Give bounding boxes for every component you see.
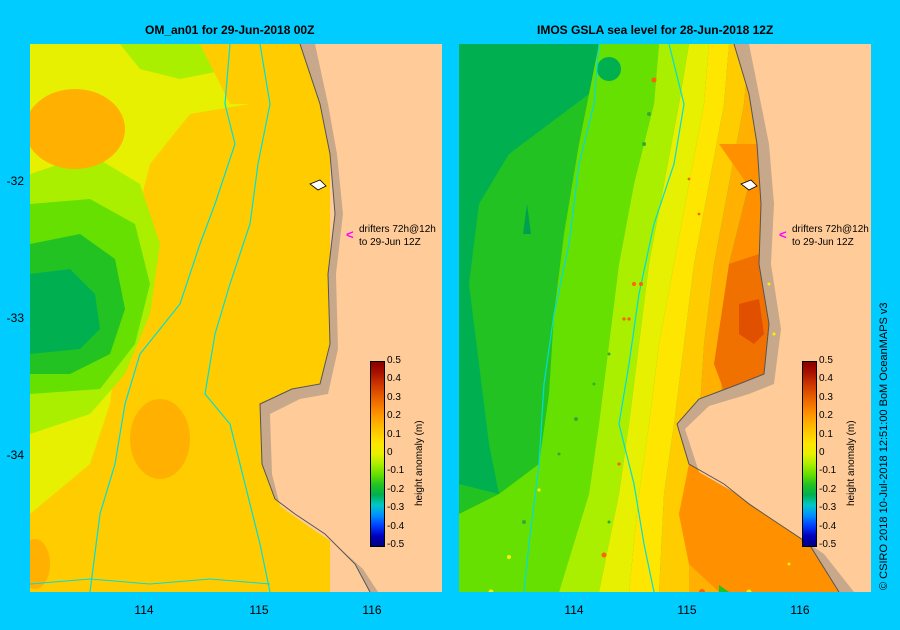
right-darker-orange-patch [739, 299, 764, 344]
right-drifter-markers-green [522, 112, 651, 524]
colorbar-tick-label: -0.4 [387, 520, 405, 532]
drifter-marker [537, 488, 541, 492]
colorbar-tick-label: -0.3 [387, 502, 405, 514]
right-gold-band [629, 44, 729, 592]
right-light-green-band [459, 44, 659, 592]
left-inner-land [270, 44, 442, 592]
colorbar-right-title: height anomaly (m) [846, 420, 857, 506]
drifter-marker [772, 332, 776, 336]
drifter-marker [767, 282, 771, 286]
right-panel-title: IMOS GSLA sea level for 28-Jun-2018 12Z [537, 23, 774, 37]
drifter-note-right: drifters 72h@12h to 29-Jun 12Z [792, 223, 869, 249]
colorbar-tick-label: -0.2 [819, 483, 837, 495]
colorbar-tick-label: -0.5 [819, 539, 837, 550]
left-orange-blob-nw [30, 89, 125, 169]
drifter-marker [607, 520, 611, 524]
colorbar-tick-label: 0.4 [387, 373, 401, 385]
colorbar-tick-label: 0 [819, 447, 825, 458]
lon-label-left-115: 115 [249, 603, 269, 617]
lon-label-right-114: 114 [564, 603, 584, 617]
right-arrow-marker [523, 204, 531, 234]
drifter-marker [647, 112, 651, 116]
left-coastline [259, 44, 371, 592]
credit-text: © CSIRO 2018 10-Jul-2018 12:51:00 BoM Oc… [878, 302, 890, 590]
colorbar-tick-label: -0.2 [387, 483, 405, 495]
drifter-marker [601, 552, 607, 558]
drifter-marker [574, 417, 578, 421]
colorbar-tick-label: 0 [387, 447, 393, 458]
right-island [740, 179, 758, 191]
colorbar-tick-label: 0.2 [387, 410, 401, 422]
left-map-svg [30, 44, 442, 592]
drifter-note-line1: drifters 72h@12h [792, 224, 869, 235]
drifter-marker [642, 142, 646, 146]
lon-label-right-116: 116 [790, 603, 810, 617]
colorbar-tick-label: 0.3 [819, 391, 833, 403]
right-coastline [676, 44, 840, 592]
drifter-marker [787, 562, 791, 566]
left-orange-blob-sw [30, 539, 50, 589]
drifter-marker [687, 177, 691, 181]
lat-label-34: -34 [6, 448, 24, 462]
colorbar-tick-label: 0.5 [819, 355, 833, 366]
right-drifter-markers [601, 77, 705, 592]
right-bathy-contour-1 [523, 44, 600, 592]
left-bathy-contour-2 [204, 44, 271, 592]
left-panel-title: OM_an01 for 29-Jun-2018 00Z [145, 23, 315, 37]
left-island [309, 179, 327, 191]
lon-label-left-116: 116 [362, 603, 382, 617]
colorbar-left [370, 361, 385, 547]
lon-label-right-115: 115 [677, 603, 697, 617]
drifter-marker [746, 589, 752, 592]
drifter-marker [507, 555, 511, 559]
drifter-marker [557, 452, 561, 456]
lat-label-32: -32 [6, 174, 24, 188]
colorbar-tick-label: 0.5 [387, 355, 401, 366]
left-orange-blob-s [130, 399, 190, 479]
left-bathy-contour-3 [30, 578, 271, 585]
colorbar-tick-label: -0.3 [819, 502, 837, 514]
colorbar-tick-label: 0.2 [819, 410, 833, 422]
right-inner-land [685, 44, 871, 592]
left-map-panel[interactable] [30, 44, 442, 592]
drifter-marker [639, 282, 643, 286]
drifter-marker [651, 77, 657, 83]
colorbar-tick-label: -0.4 [819, 520, 837, 532]
drifter-marker [699, 589, 705, 592]
right-dark-green-area [459, 44, 599, 494]
right-north-blob [597, 57, 621, 81]
drifter-marker [697, 212, 701, 216]
drifter-marker [627, 317, 631, 321]
left-dark-green-area [30, 269, 100, 354]
colorbar-tick-label: 0.4 [819, 373, 833, 385]
colorbar-left-title: height anomaly (m) [414, 420, 425, 506]
colorbar-right [802, 361, 817, 547]
drifter-marker [522, 520, 526, 524]
drifter-note-left: drifters 72h@12h to 29-Jun 12Z [359, 223, 436, 249]
colorbar-tick-label: 0.3 [387, 391, 401, 403]
drifter-arrow-left: < [346, 227, 354, 242]
drifter-note-line2: to 29-Jun 12Z [359, 237, 421, 248]
lon-label-left-114: 114 [134, 603, 154, 617]
lat-label-33: -33 [6, 311, 24, 325]
drifter-note-line1: drifters 72h@12h [359, 224, 436, 235]
drifter-note-line2: to 29-Jun 12Z [792, 237, 854, 248]
colorbar-tick-label: 0.1 [819, 428, 833, 440]
right-bathy-contour-2 [618, 44, 685, 592]
drifter-marker [592, 382, 596, 386]
colorbar-tick-label: -0.1 [387, 465, 405, 477]
right-yellow-orange-band [659, 44, 749, 592]
colorbar-tick-label: -0.1 [819, 465, 837, 477]
drifter-marker [607, 352, 611, 356]
right-drifter-markers-yellow [488, 282, 791, 592]
colorbar-tick-label: 0.1 [387, 428, 401, 440]
colorbar-tick-label: -0.5 [387, 539, 405, 550]
drifter-marker [632, 282, 636, 286]
drifter-arrow-right: < [779, 227, 787, 242]
left-bathy-contour-1 [89, 44, 236, 592]
drifter-marker [617, 462, 621, 466]
drifter-marker [622, 317, 626, 321]
drifter-marker [488, 589, 494, 592]
